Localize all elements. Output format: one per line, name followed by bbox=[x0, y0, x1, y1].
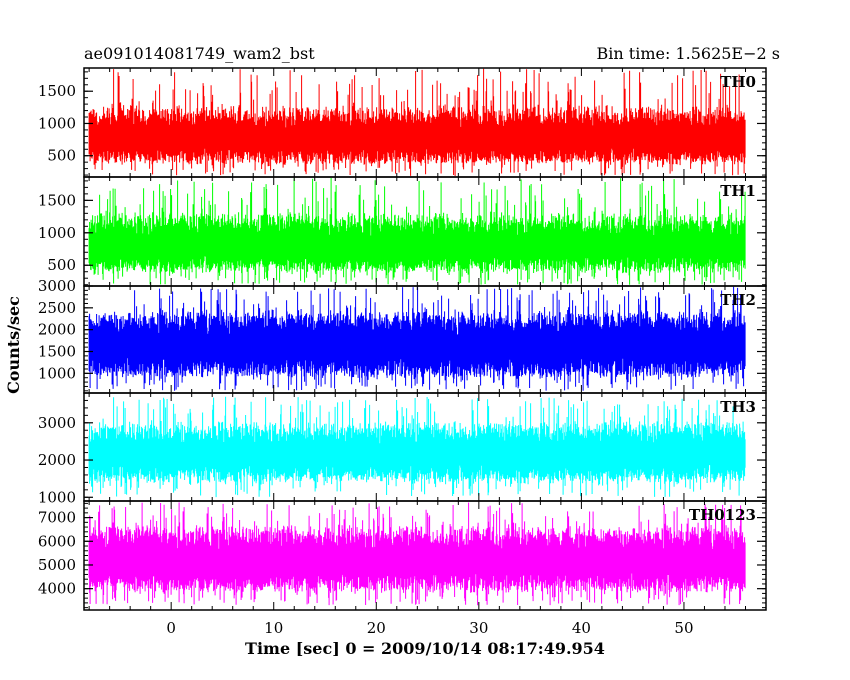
y-tick-label: 2000 bbox=[38, 321, 76, 339]
series-th0123-trace bbox=[88, 502, 746, 606]
y-tick-label: 1500 bbox=[38, 343, 76, 361]
panel-th2: 1000 1500 2000 2500 3000 TH2 bbox=[38, 277, 767, 394]
y-tick-label: 3000 bbox=[38, 277, 76, 295]
x-tick-label: 0 bbox=[166, 619, 176, 637]
panel-label-th0: TH0 bbox=[720, 73, 756, 91]
panel-th0: 500 1000 1500 TH0 bbox=[38, 67, 767, 178]
x-tick-label: 30 bbox=[469, 619, 488, 637]
series-th1-trace bbox=[88, 178, 746, 285]
y-tick-label: 1000 bbox=[38, 488, 76, 506]
x-axis: 0 10 20 30 40 50 bbox=[166, 619, 693, 637]
y-tick-label: 1000 bbox=[38, 114, 76, 132]
x-tick-label: 40 bbox=[572, 619, 591, 637]
panel-label-th2: TH2 bbox=[720, 291, 756, 309]
panel-label-th0123: TH0123 bbox=[689, 506, 756, 524]
y-tick-label: 2000 bbox=[38, 451, 76, 469]
panel-th3: 1000 2000 3000 TH3 bbox=[38, 392, 767, 506]
y-tick-label: 2500 bbox=[38, 299, 76, 317]
y-tick-label: 7000 bbox=[38, 509, 76, 527]
series-th3-trace bbox=[88, 396, 746, 498]
y-tick-label: 1500 bbox=[38, 191, 76, 209]
x-tick-label: 10 bbox=[264, 619, 283, 637]
panel-th1: 500 1000 1500 TH1 bbox=[38, 176, 767, 287]
panel-label-th1: TH1 bbox=[720, 182, 756, 200]
x-axis-title: Time [sec] 0 = 2009/10/14 08:17:49.954 bbox=[245, 639, 605, 658]
y-tick-label: 6000 bbox=[38, 532, 76, 550]
panel-label-th3: TH3 bbox=[720, 398, 756, 416]
y-tick-label: 500 bbox=[47, 256, 76, 274]
x-tick-label: 20 bbox=[367, 619, 386, 637]
chart-title: ae091014081749_wam2_bst bbox=[84, 44, 315, 63]
panel-th0123: 4000 5000 6000 7000 TH0123 bbox=[38, 500, 767, 611]
bin-time-label: Bin time: 1.5625E−2 s bbox=[597, 44, 780, 63]
series-th2-trace bbox=[88, 286, 746, 391]
series-th0-trace bbox=[88, 68, 746, 176]
y-tick-label: 500 bbox=[47, 147, 76, 165]
x-tick-label: 50 bbox=[674, 619, 693, 637]
y-tick-label: 4000 bbox=[38, 580, 76, 598]
y-axis-title: Counts/sec bbox=[4, 296, 23, 394]
y-tick-label: 3000 bbox=[38, 414, 76, 432]
y-tick-label: 5000 bbox=[38, 556, 76, 574]
y-tick-label: 1500 bbox=[38, 82, 76, 100]
y-tick-label: 1000 bbox=[38, 224, 76, 242]
y-tick-label: 1000 bbox=[38, 364, 76, 382]
panels-group: 500 1000 1500 TH0 500 1000 1500 TH1 1000 1500 2000… bbox=[38, 67, 767, 611]
